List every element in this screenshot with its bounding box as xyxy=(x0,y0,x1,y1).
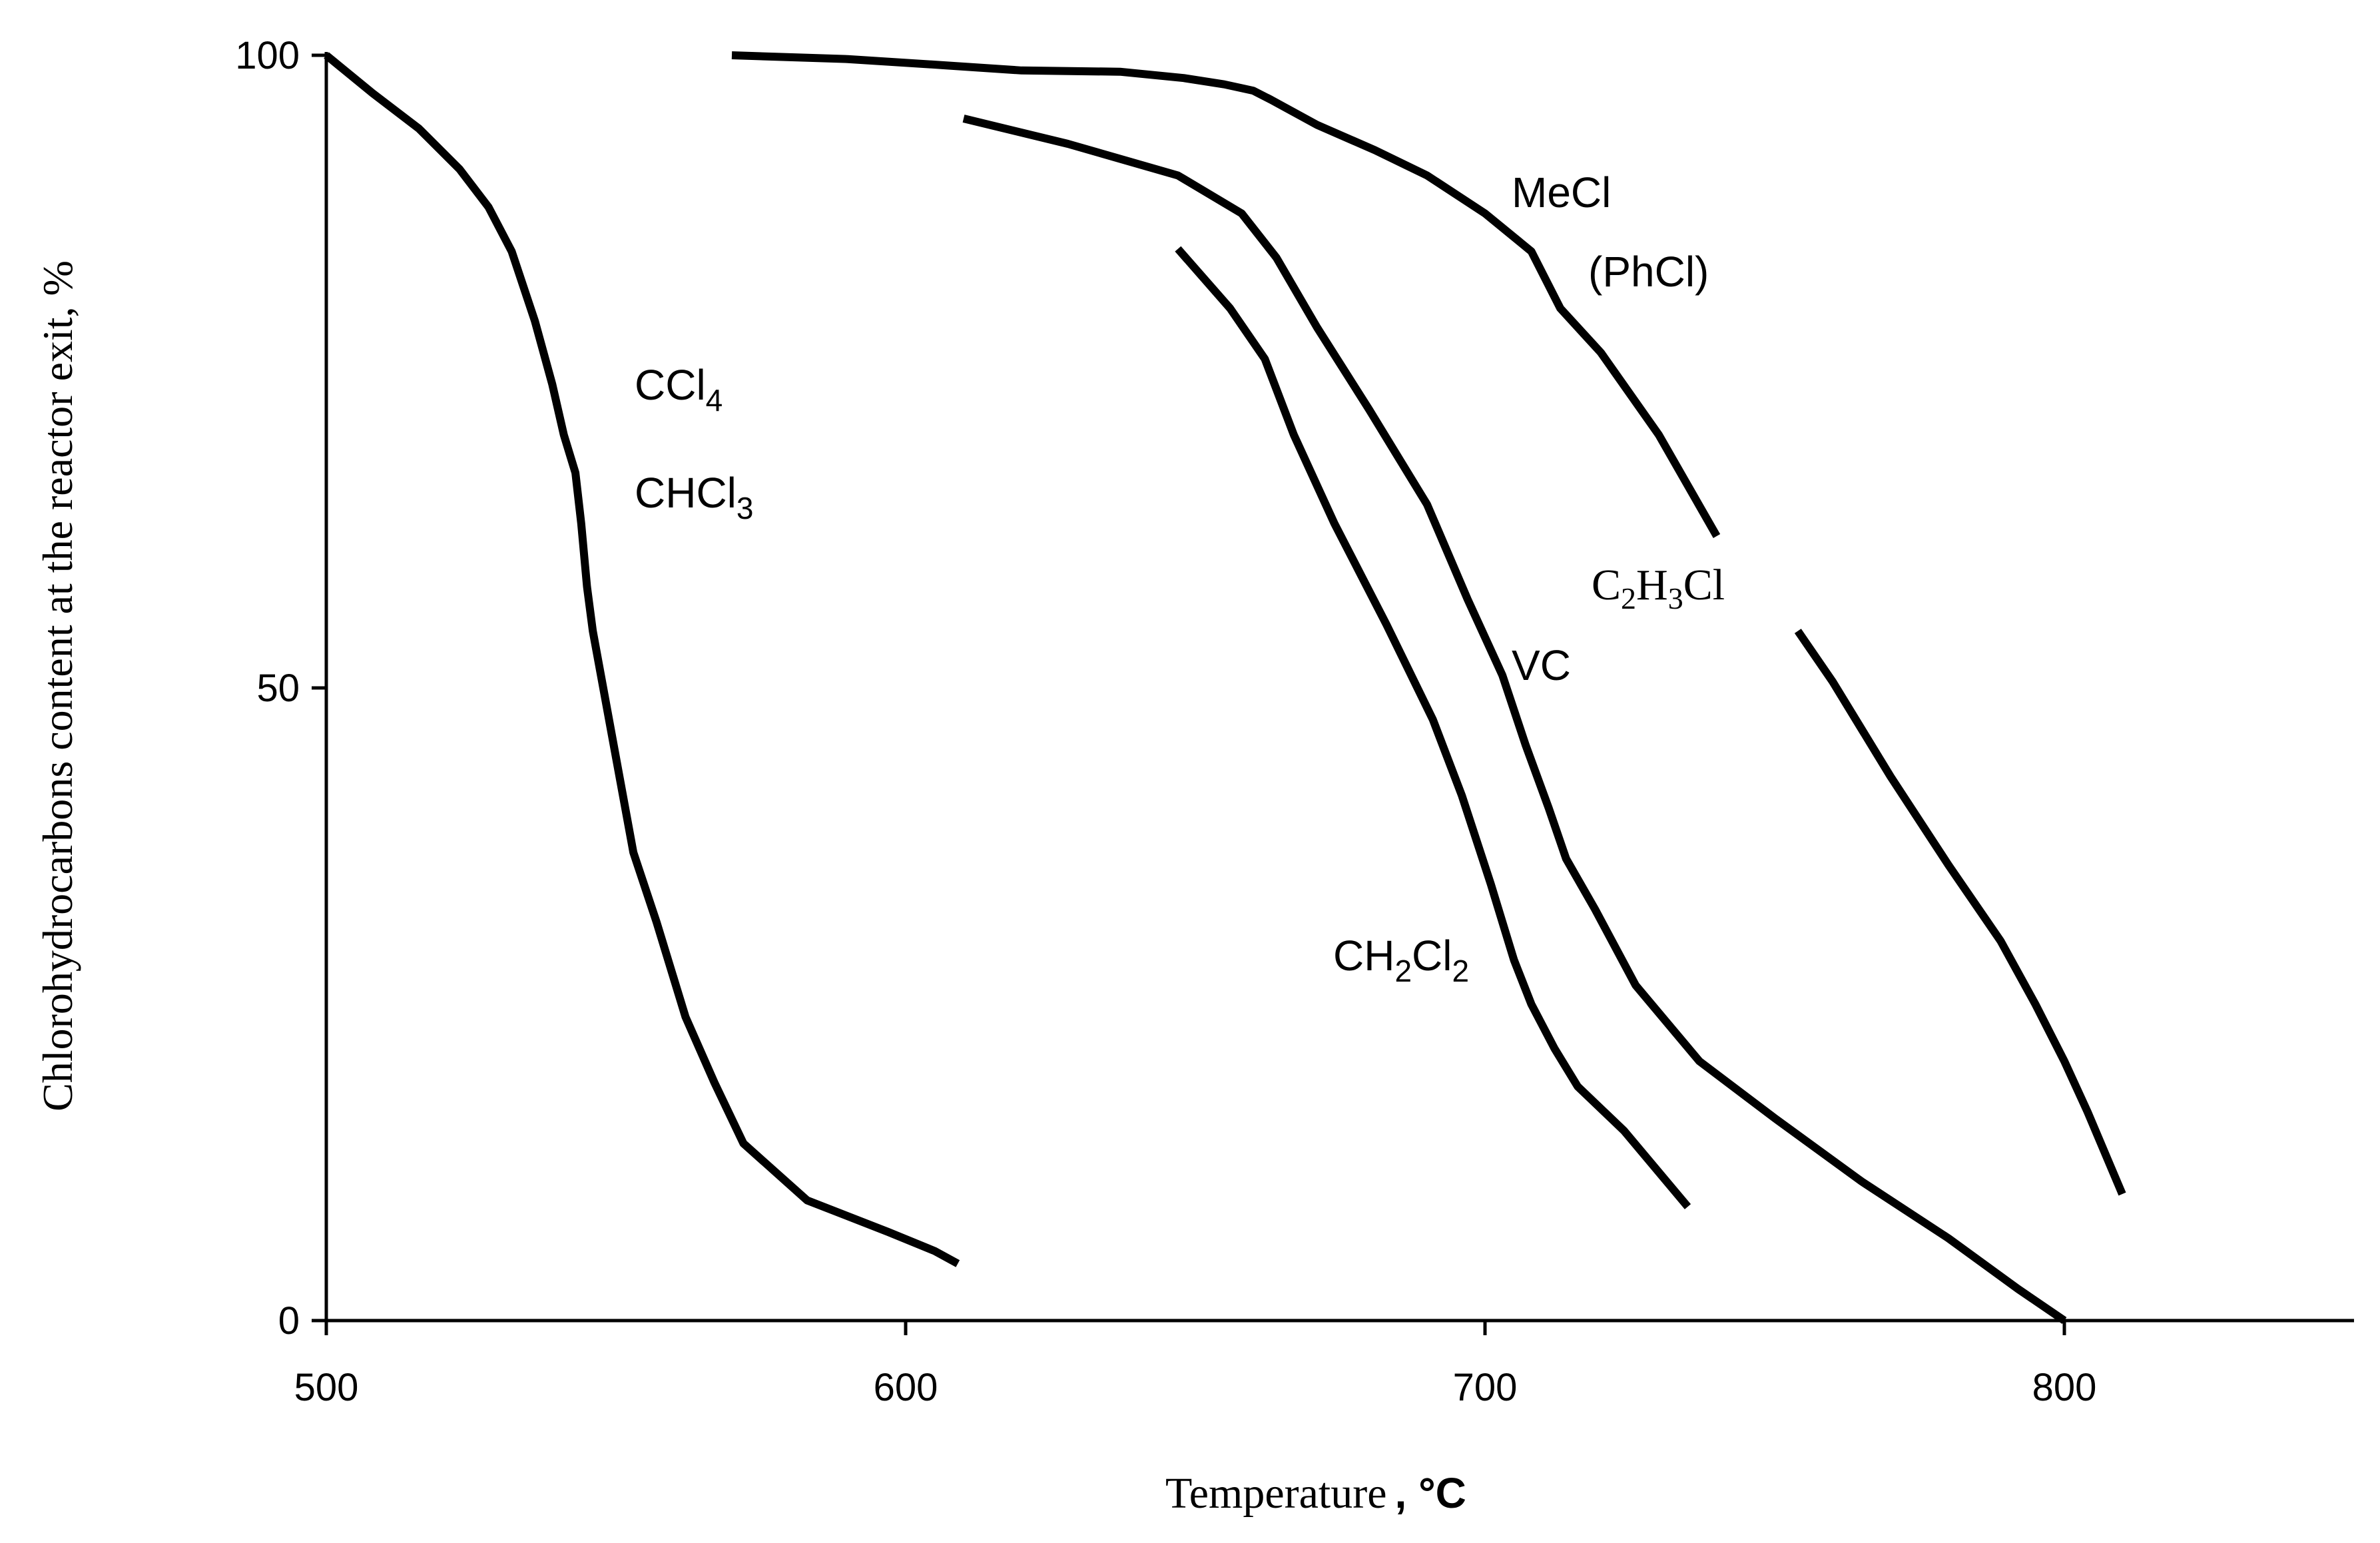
y-ticks: 0 50 100 xyxy=(235,34,326,1343)
label-ch2cl2: CH2Cl2 xyxy=(1333,932,1469,988)
x-tick-label-800: 800 xyxy=(2032,1366,2097,1409)
x-tick-label-500: 500 xyxy=(294,1366,359,1409)
curve-mecl-phcl-c2h3cl-segment-2 xyxy=(1794,629,2126,1196)
label-c2h3cl: C2H3Cl xyxy=(1592,561,1725,615)
curve-ch2cl2 xyxy=(1175,246,1691,1209)
curve-mecl-phcl-c2h3cl-segment-1 xyxy=(731,51,1721,538)
x-tick-label-700: 700 xyxy=(1453,1366,1518,1409)
x-ticks: 500 600 700 800 xyxy=(294,1321,2097,1409)
curve-ccl4-chcl3 xyxy=(324,52,960,1267)
y-tick-label-50: 50 xyxy=(256,667,300,710)
x-tick-label-600: 600 xyxy=(874,1366,938,1409)
label-mecl: MeCl xyxy=(1512,168,1611,216)
curve-vc xyxy=(962,115,2067,1324)
label-vc: VC xyxy=(1512,641,1571,689)
y-tick-label-0: 0 xyxy=(278,1299,300,1343)
y-axis-title: Chlorohydrocarbons content at the reacto… xyxy=(34,260,81,1111)
curves xyxy=(324,51,2126,1324)
y-tick-label-100: 100 xyxy=(235,34,300,77)
x-axis-title: Temperature, °C xyxy=(1165,1469,1466,1518)
label-chcl3: CHCl3 xyxy=(635,469,753,525)
label-phcl: (PhCl) xyxy=(1588,248,1709,296)
label-ccl4: CCl4 xyxy=(635,361,723,418)
